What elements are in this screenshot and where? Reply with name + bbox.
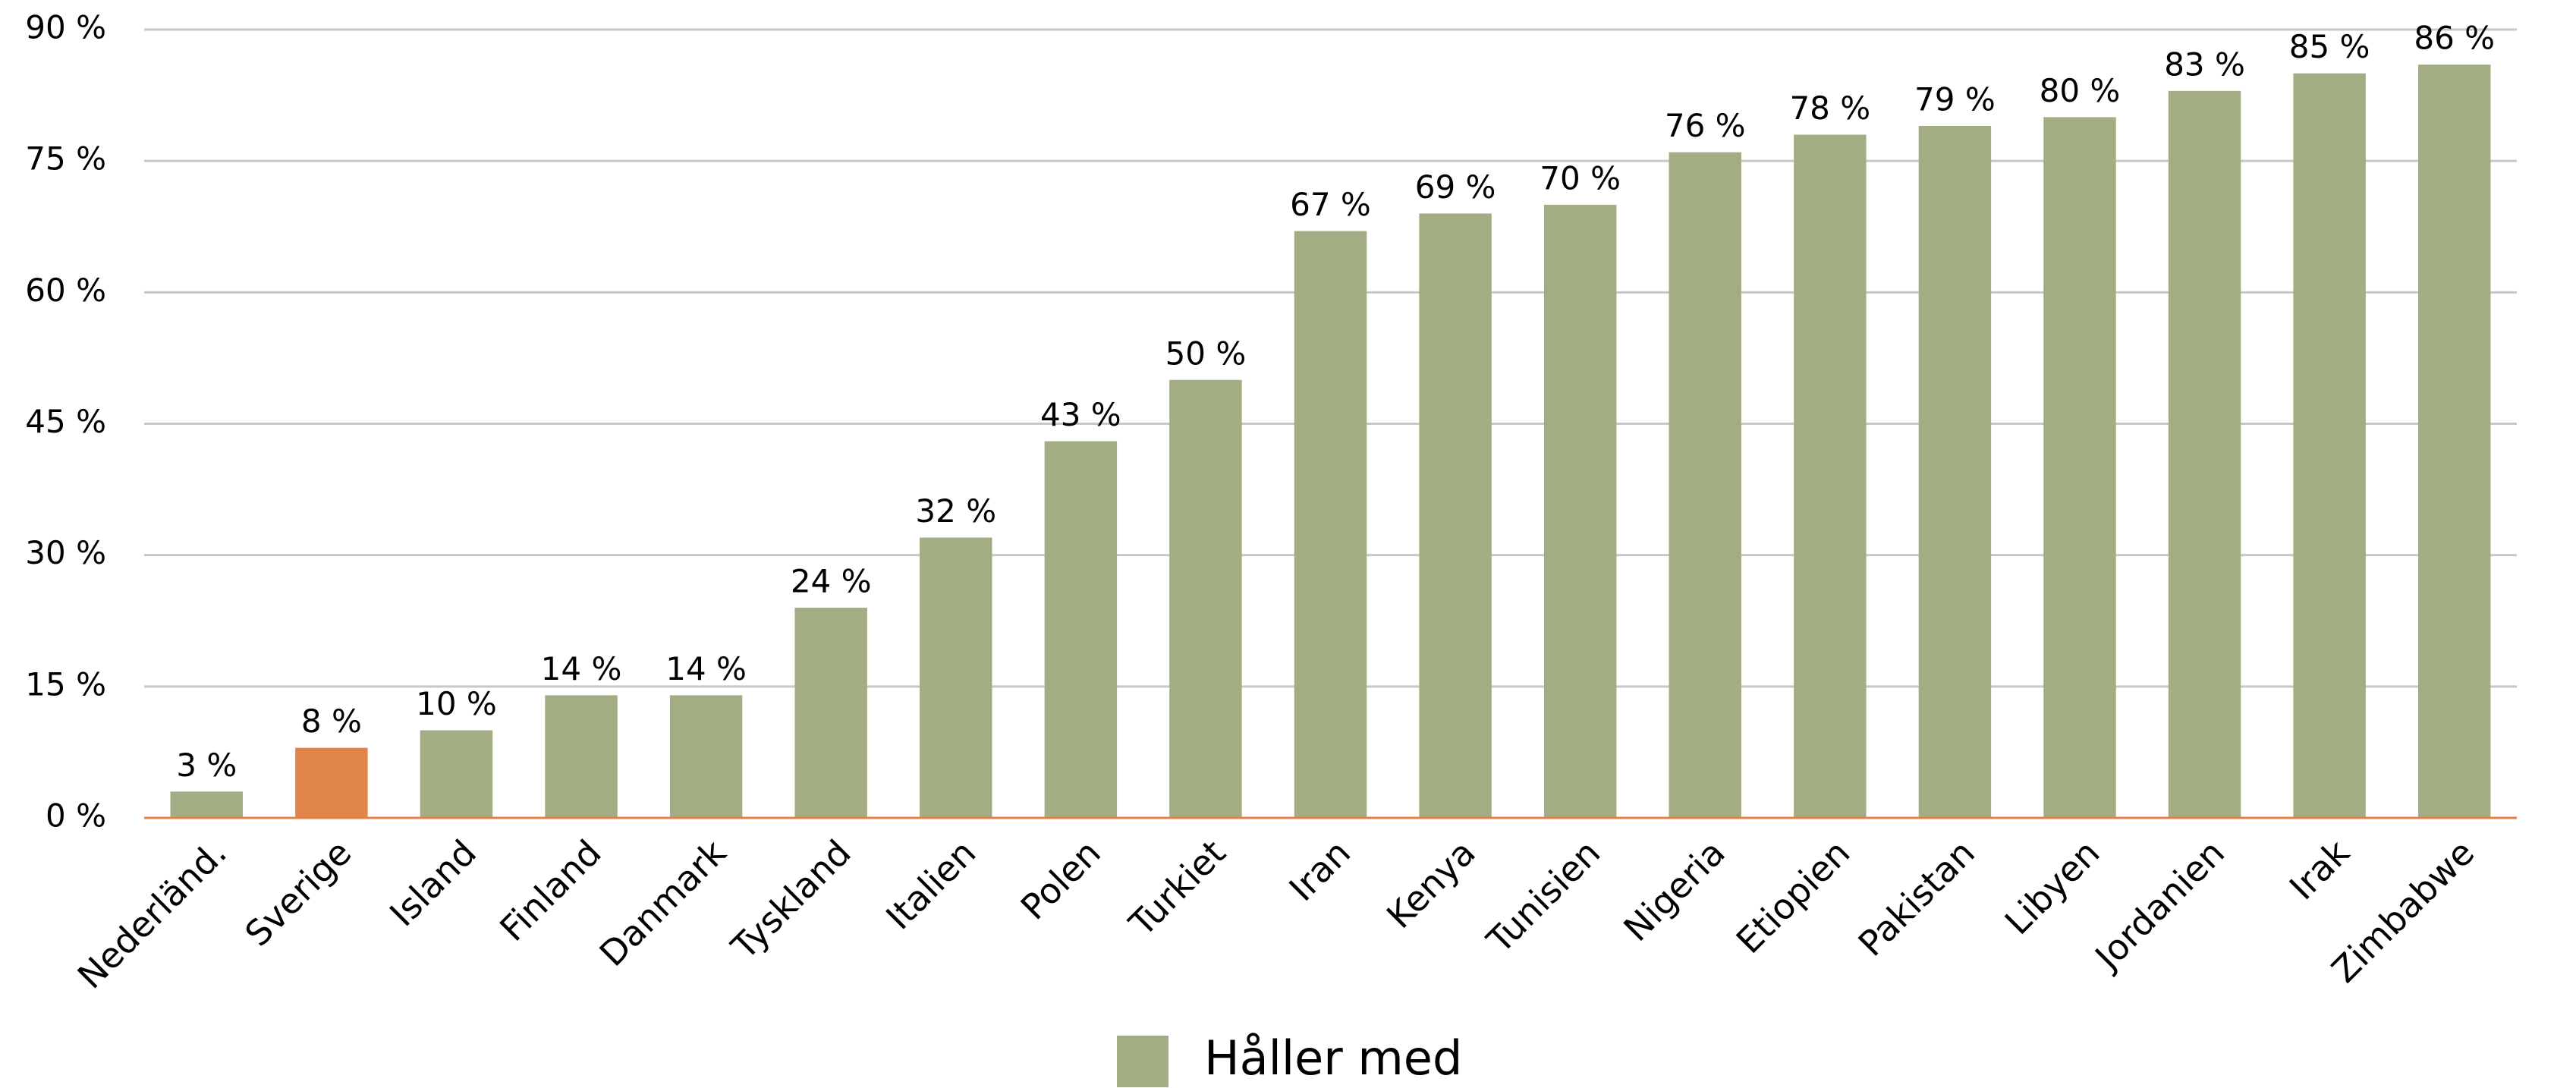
data-label: 83 % (2164, 46, 2245, 83)
data-label: 76 % (1665, 107, 1746, 144)
bar (2043, 117, 2116, 818)
bar (170, 791, 244, 818)
x-tick-label: Nigeria (1615, 832, 1733, 949)
y-tick-label: 75 % (25, 140, 106, 178)
bar (420, 730, 493, 818)
x-tick-label: Polen (1013, 832, 1109, 927)
y-tick-label: 15 % (25, 665, 106, 703)
x-tick-label: Tyskland (723, 832, 859, 967)
legend-swatch (1117, 1036, 1168, 1087)
legend-label: Håller med (1204, 1030, 1462, 1086)
y-tick-label: 60 % (25, 272, 106, 309)
x-tick-label: Jordanien (2086, 832, 2232, 978)
bar (2293, 73, 2366, 818)
bar (2168, 90, 2241, 819)
data-label: 43 % (1040, 396, 1121, 433)
x-tick-label: Libyen (1997, 832, 2108, 942)
bar (1169, 379, 1242, 818)
data-label: 24 % (791, 562, 872, 599)
x-tick-label: Irak (2282, 832, 2357, 907)
data-label: 32 % (915, 492, 996, 530)
data-label: 69 % (1415, 168, 1496, 206)
bar (2417, 64, 2491, 818)
data-label: 80 % (2040, 72, 2121, 109)
bar (1794, 134, 1867, 819)
data-label: 67 % (1290, 186, 1371, 223)
data-label: 10 % (416, 685, 497, 722)
y-tick-label: 90 % (25, 9, 106, 46)
bar (669, 695, 743, 818)
bar (1669, 152, 1741, 819)
bar (1918, 125, 1992, 818)
data-label: 85 % (2289, 28, 2370, 65)
x-tick-label: Sverige (237, 832, 359, 954)
y-tick-label: 30 % (25, 534, 106, 571)
x-tick-label: Italien (878, 832, 983, 937)
data-label: 8 % (301, 703, 362, 740)
bar (1543, 204, 1617, 818)
x-tick-label: Finland (492, 832, 609, 948)
bar (295, 747, 368, 818)
data-label: 14 % (665, 650, 747, 687)
x-tick-label: Iran (1281, 832, 1358, 909)
data-label: 79 % (1914, 80, 1996, 118)
data-label: 50 % (1165, 335, 1247, 372)
data-label: 78 % (1789, 90, 1870, 127)
data-label: 86 % (2414, 20, 2495, 57)
bar (920, 537, 992, 818)
data-label: 70 % (1540, 159, 1621, 197)
bar (545, 695, 618, 818)
x-tick-label: Turkiet (1121, 832, 1233, 944)
y-tick-label: 45 % (25, 403, 106, 440)
data-label: 14 % (541, 650, 622, 687)
bar (1419, 213, 1492, 818)
x-tick-label: Danmark (592, 832, 734, 974)
x-tick-label: Nederländ. (70, 832, 234, 996)
x-tick-label: Etiopien (1728, 832, 1858, 961)
x-tick-label: Island (382, 832, 484, 934)
bar (794, 607, 867, 818)
x-tick-label: Pakistan (1851, 832, 1983, 964)
x-tick-label: Tunisien (1479, 832, 1609, 961)
bar (1044, 441, 1118, 818)
bar (1294, 231, 1367, 818)
y-tick-label: 0 % (46, 797, 106, 835)
x-tick-label: Kenya (1379, 832, 1483, 936)
data-label: 3 % (176, 747, 237, 784)
